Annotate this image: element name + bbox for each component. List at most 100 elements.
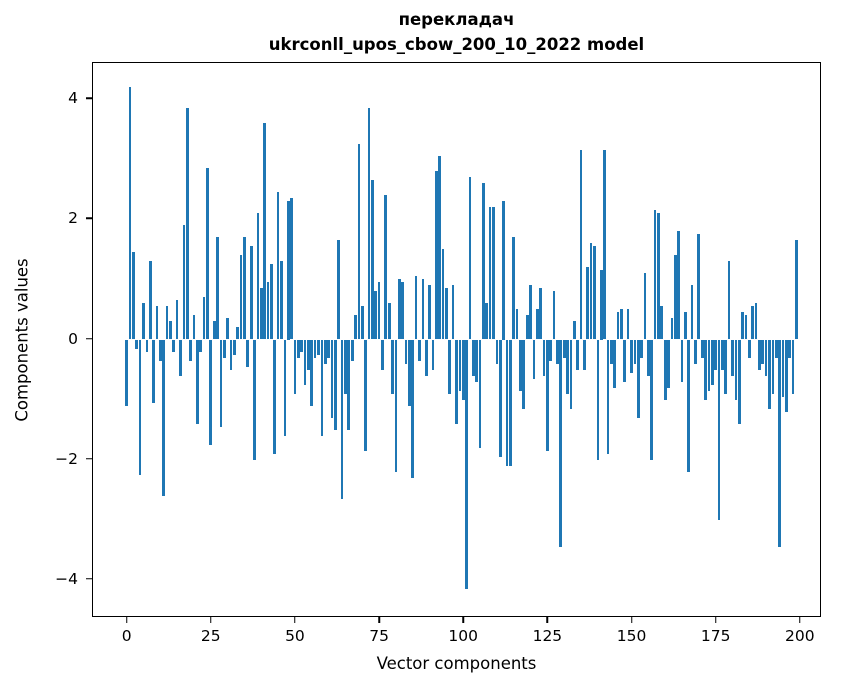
bar — [731, 339, 734, 376]
bar — [677, 231, 680, 340]
bar — [714, 339, 717, 370]
bar — [505, 339, 509, 466]
bar — [360, 306, 364, 340]
bar — [357, 144, 361, 340]
bar — [633, 339, 637, 364]
bar — [650, 339, 654, 460]
x-tick-label: 25 — [200, 627, 221, 645]
bar — [296, 339, 300, 358]
bar — [276, 192, 280, 340]
y-tick-mark — [86, 97, 92, 99]
bar — [623, 339, 627, 382]
x-tick-mark — [714, 617, 717, 623]
bar — [603, 150, 606, 340]
x-tick-mark — [125, 617, 128, 623]
bar — [515, 309, 519, 340]
bar — [246, 339, 250, 367]
bar — [320, 339, 324, 436]
bar — [125, 339, 128, 406]
bar — [431, 339, 435, 370]
y-tick-label: −2 — [55, 449, 78, 468]
bar — [327, 339, 330, 358]
bar — [539, 288, 542, 340]
bar — [451, 285, 455, 340]
bar — [751, 306, 755, 340]
bar — [502, 201, 505, 340]
bar — [556, 339, 559, 364]
bar — [471, 339, 475, 376]
bar — [616, 312, 620, 340]
bar — [519, 339, 522, 391]
bar — [293, 339, 297, 394]
bar — [717, 339, 721, 520]
bar — [384, 195, 388, 340]
bar — [323, 339, 327, 364]
bar — [438, 156, 441, 340]
bar — [397, 279, 401, 340]
bar — [737, 339, 741, 424]
bar — [414, 276, 418, 340]
bar — [488, 207, 492, 340]
bar — [192, 315, 196, 340]
y-tick-mark — [86, 337, 92, 340]
bar — [512, 237, 516, 340]
bar — [764, 339, 768, 376]
bar — [148, 261, 152, 340]
bar — [259, 288, 263, 340]
bar — [710, 339, 714, 385]
bar — [704, 339, 707, 400]
bar — [626, 309, 630, 340]
bar — [340, 339, 344, 499]
bar — [394, 339, 398, 472]
bar — [138, 339, 142, 475]
bar — [243, 237, 246, 340]
bar — [421, 279, 425, 340]
bar — [478, 339, 482, 448]
x-tick-label: 150 — [616, 627, 647, 645]
bar — [552, 291, 556, 340]
bar — [660, 306, 664, 340]
bar — [653, 210, 657, 340]
bar — [132, 252, 135, 340]
chart-title-line2: ukrconll_upos_cbow_200_10_2022 model — [268, 34, 645, 54]
bar — [562, 339, 566, 358]
bar — [549, 339, 553, 361]
bar — [229, 339, 233, 370]
bar — [606, 339, 610, 454]
x-tick-mark — [210, 617, 212, 623]
x-axis-label: Vector components — [376, 654, 537, 673]
bar — [482, 183, 485, 340]
bar — [199, 339, 203, 352]
bar — [283, 339, 287, 436]
bar — [128, 87, 132, 340]
bar — [663, 339, 667, 400]
bar — [354, 315, 357, 340]
bar — [636, 339, 640, 418]
bar — [630, 339, 633, 373]
bar — [579, 150, 583, 340]
bar — [428, 285, 431, 340]
bar — [448, 339, 452, 394]
bar — [468, 177, 472, 340]
bar — [761, 339, 765, 364]
chart-title-line1: перекладач — [398, 10, 515, 29]
bar — [620, 309, 623, 340]
x-tick-mark — [378, 617, 380, 623]
bar — [559, 339, 563, 547]
bar — [280, 261, 283, 340]
bar — [670, 318, 674, 340]
x-tick-mark — [799, 617, 801, 623]
bar — [465, 339, 468, 589]
bar — [158, 339, 162, 361]
bar — [256, 213, 260, 340]
bar — [455, 339, 458, 424]
bar — [509, 339, 512, 466]
x-tick-label: 175 — [700, 627, 731, 645]
bar — [179, 339, 182, 376]
bar — [307, 339, 310, 370]
bar — [498, 339, 502, 457]
bar — [690, 285, 694, 340]
bar — [441, 249, 445, 340]
bar — [233, 339, 236, 355]
bar — [337, 240, 341, 340]
